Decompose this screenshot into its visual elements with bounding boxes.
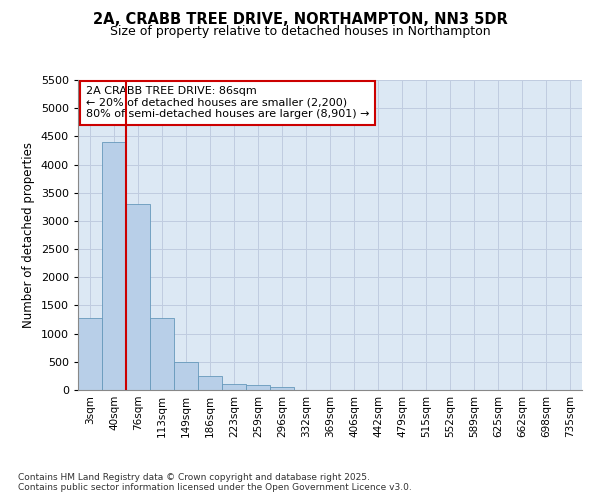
Text: Contains public sector information licensed under the Open Government Licence v3: Contains public sector information licen… bbox=[18, 484, 412, 492]
Bar bbox=[126, 204, 150, 390]
Bar bbox=[78, 318, 102, 390]
Text: 2A CRABB TREE DRIVE: 86sqm
← 20% of detached houses are smaller (2,200)
80% of s: 2A CRABB TREE DRIVE: 86sqm ← 20% of deta… bbox=[86, 86, 369, 120]
Y-axis label: Number of detached properties: Number of detached properties bbox=[22, 142, 35, 328]
Bar bbox=[222, 384, 246, 390]
Bar bbox=[270, 387, 294, 390]
Text: Contains HM Land Registry data © Crown copyright and database right 2025.: Contains HM Land Registry data © Crown c… bbox=[18, 474, 370, 482]
Bar bbox=[174, 362, 198, 390]
Bar bbox=[198, 376, 222, 390]
Bar bbox=[150, 318, 174, 390]
Text: 2A, CRABB TREE DRIVE, NORTHAMPTON, NN3 5DR: 2A, CRABB TREE DRIVE, NORTHAMPTON, NN3 5… bbox=[92, 12, 508, 28]
Text: Size of property relative to detached houses in Northampton: Size of property relative to detached ho… bbox=[110, 25, 490, 38]
Bar bbox=[246, 385, 270, 390]
Bar bbox=[102, 142, 126, 390]
